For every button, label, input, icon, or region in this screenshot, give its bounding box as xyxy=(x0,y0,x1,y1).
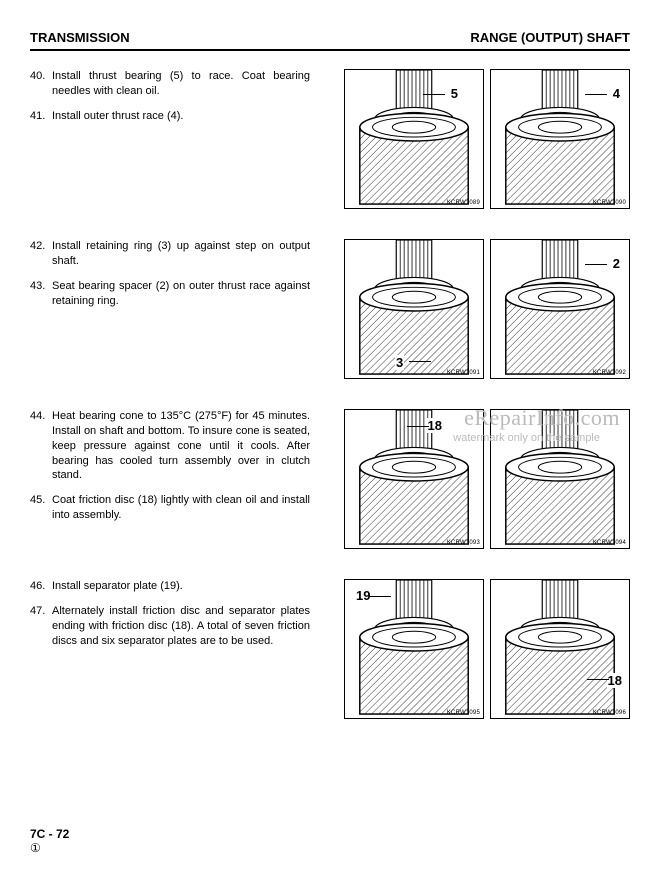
callout-number: 3 xyxy=(395,355,404,370)
instruction-step: 40. Install thrust bearing (5) to race. … xyxy=(30,69,310,99)
figure-group: 19KCRW1095 18 KCRW1096 xyxy=(344,579,630,719)
technical-figure: 2 KCRW1092 xyxy=(490,239,630,379)
callout-number: 18 xyxy=(607,673,623,688)
instruction-section: 44. Heat bearing cone to 135°C (275°F) f… xyxy=(30,409,630,549)
technical-figure: KCRW1094 xyxy=(490,409,630,549)
header-left: TRANSMISSION xyxy=(30,30,130,45)
callout-leader xyxy=(585,264,607,265)
step-number: 41. xyxy=(30,109,52,124)
figure-reference: KCRW1090 xyxy=(593,200,626,206)
page-footer: 7C - 72 ① xyxy=(30,827,69,855)
footer-symbol: ① xyxy=(30,841,69,855)
instruction-step: 47. Alternately install friction disc an… xyxy=(30,604,310,649)
technical-figure: 19KCRW1095 xyxy=(344,579,484,719)
step-body: Install outer thrust race (4). xyxy=(52,109,310,124)
step-body: Heat bearing cone to 135°C (275°F) for 4… xyxy=(52,409,310,483)
step-number: 43. xyxy=(30,279,52,309)
header-right: RANGE (OUTPUT) SHAFT xyxy=(470,30,630,45)
figure-reference: KCRW1094 xyxy=(593,540,626,546)
step-number: 42. xyxy=(30,239,52,269)
text-column: 40. Install thrust bearing (5) to race. … xyxy=(30,69,310,209)
text-column: 46. Install separator plate (19). 47. Al… xyxy=(30,579,310,719)
step-body: Seat bearing spacer (2) on outer thrust … xyxy=(52,279,310,309)
figure-reference: KCRW1092 xyxy=(593,370,626,376)
step-body: Install retaining ring (3) up against st… xyxy=(52,239,310,269)
instruction-section: 42. Install retaining ring (3) up agains… xyxy=(30,239,630,379)
callout-leader xyxy=(585,94,607,95)
callout-number: 18 xyxy=(427,418,443,433)
page-header: TRANSMISSION RANGE (OUTPUT) SHAFT xyxy=(30,30,630,51)
callout-leader xyxy=(587,679,609,680)
technical-figure: 5 KCRW1089 xyxy=(344,69,484,209)
instruction-section: 46. Install separator plate (19). 47. Al… xyxy=(30,579,630,719)
technical-figure: 3 KCRW1091 xyxy=(344,239,484,379)
instruction-step: 42. Install retaining ring (3) up agains… xyxy=(30,239,310,269)
page-number: 7C - 72 xyxy=(30,827,69,841)
instruction-step: 45. Coat friction disc (18) lightly with… xyxy=(30,493,310,523)
step-number: 40. xyxy=(30,69,52,99)
step-number: 44. xyxy=(30,409,52,483)
step-number: 47. xyxy=(30,604,52,649)
step-body: Install thrust bearing (5) to race. Coat… xyxy=(52,69,310,99)
callout-number: 4 xyxy=(612,86,621,101)
instruction-step: 43. Seat bearing spacer (2) on outer thr… xyxy=(30,279,310,309)
figure-reference: KCRW1089 xyxy=(447,200,480,206)
figure-group: 18 KCRW1093 KCRW1094 xyxy=(344,409,630,549)
callout-number: 2 xyxy=(612,256,621,271)
callout-leader xyxy=(423,94,445,95)
step-number: 46. xyxy=(30,579,52,594)
step-body: Install separator plate (19). xyxy=(52,579,310,594)
instruction-section: 40. Install thrust bearing (5) to race. … xyxy=(30,69,630,209)
text-column: 44. Heat bearing cone to 135°C (275°F) f… xyxy=(30,409,310,549)
technical-figure: 18 KCRW1096 xyxy=(490,579,630,719)
callout-leader xyxy=(369,596,391,597)
instruction-step: 44. Heat bearing cone to 135°C (275°F) f… xyxy=(30,409,310,483)
instruction-step: 46. Install separator plate (19). xyxy=(30,579,310,594)
figure-reference: KCRW1091 xyxy=(447,370,480,376)
technical-figure: 4 KCRW1090 xyxy=(490,69,630,209)
callout-leader xyxy=(407,426,429,427)
figure-reference: KCRW1093 xyxy=(447,540,480,546)
callout-number: 5 xyxy=(450,86,459,101)
figure-group: 5 KCRW1089 4 KCRW1090 xyxy=(344,69,630,209)
step-body: Alternately install friction disc and se… xyxy=(52,604,310,649)
figure-reference: KCRW1096 xyxy=(593,710,626,716)
callout-leader xyxy=(409,361,431,362)
technical-figure: 18 KCRW1093 xyxy=(344,409,484,549)
figure-group: 3 KCRW1091 2 KCRW1092 xyxy=(344,239,630,379)
step-number: 45. xyxy=(30,493,52,523)
figure-reference: KCRW1095 xyxy=(447,710,480,716)
step-body: Coat friction disc (18) lightly with cle… xyxy=(52,493,310,523)
instruction-step: 41. Install outer thrust race (4). xyxy=(30,109,310,124)
text-column: 42. Install retaining ring (3) up agains… xyxy=(30,239,310,379)
